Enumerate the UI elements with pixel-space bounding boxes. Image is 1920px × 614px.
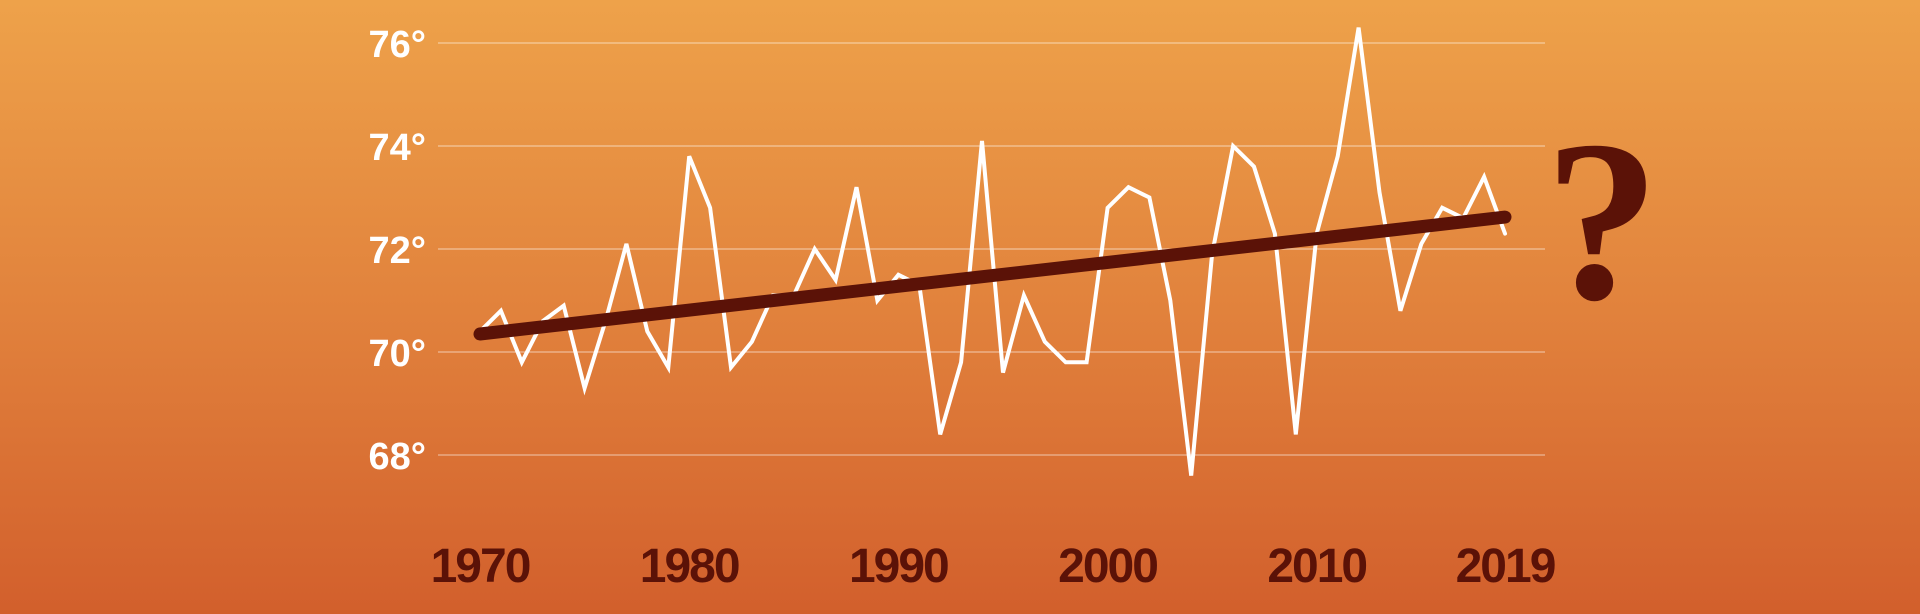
trend-line bbox=[473, 210, 1512, 341]
x-axis-tick-labels: 1970 1980 1990 2000 2010 2019 bbox=[431, 540, 1557, 593]
x-tick-label: 2019 bbox=[1456, 540, 1555, 593]
question-mark-annotation: ? bbox=[1545, 93, 1660, 348]
x-tick-label: 2010 bbox=[1267, 540, 1366, 593]
y-axis-tick-labels: 68° 70° 72° 74° 76° bbox=[369, 24, 426, 478]
x-tick-label: 1990 bbox=[849, 540, 948, 593]
y-tick-label: 74° bbox=[369, 127, 426, 169]
x-tick-label: 2000 bbox=[1058, 540, 1157, 593]
data-series bbox=[473, 27, 1512, 476]
y-tick-label: 70° bbox=[369, 333, 426, 375]
y-tick-label: 76° bbox=[369, 24, 426, 66]
y-tick-label: 68° bbox=[369, 436, 426, 478]
y-tick-label: 72° bbox=[369, 230, 426, 272]
x-tick-label: 1970 bbox=[431, 540, 530, 593]
annual-temperature-line bbox=[478, 27, 1507, 476]
x-tick-label: 1980 bbox=[640, 540, 739, 593]
